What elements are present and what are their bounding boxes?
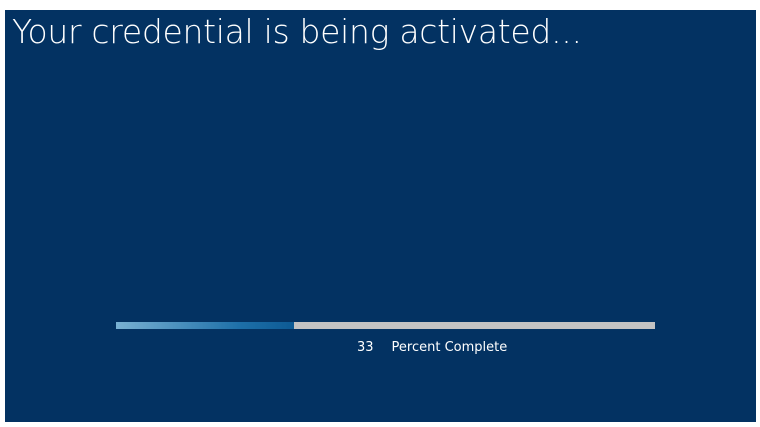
progress-label: Percent Complete [391, 340, 508, 355]
progress-value: 33 [357, 340, 374, 355]
progress-status: 33 Percent Complete [357, 340, 507, 355]
progress-track [116, 322, 655, 329]
progress-fill [116, 322, 294, 329]
activation-panel: Your credential is being activated... 33… [5, 10, 756, 422]
title: Your credential is being activated... [12, 12, 582, 51]
